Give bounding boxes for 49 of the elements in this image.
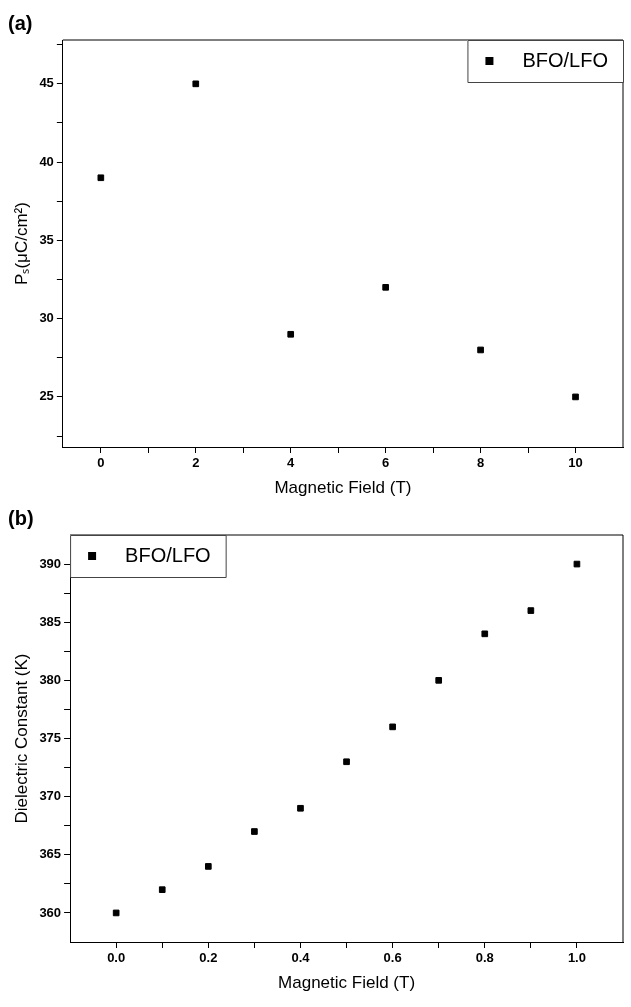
point <box>573 560 581 568</box>
legend-label: BFO/LFO <box>522 48 609 71</box>
x-tick-label: 0.2 <box>199 950 218 966</box>
point <box>343 758 350 766</box>
point <box>297 804 304 812</box>
point <box>435 677 443 684</box>
y-tick-label: 40 <box>39 153 54 169</box>
x-tick-label: 10 <box>568 455 583 471</box>
point <box>112 909 120 917</box>
y-axis-title: Pₛ(μC/cm²) <box>11 202 31 285</box>
y-tick-label: 370 <box>39 788 62 804</box>
point <box>192 80 200 88</box>
y-tick-label: 375 <box>39 730 62 746</box>
y-tick-label: 45 <box>39 75 54 91</box>
x-tick-label: 0 <box>97 455 105 471</box>
point <box>204 863 212 870</box>
x-tick-label: 2 <box>192 455 200 471</box>
point <box>382 284 389 291</box>
point <box>389 723 396 731</box>
x-tick-label: 4 <box>287 455 296 471</box>
y-tick-label: 30 <box>39 310 54 326</box>
y-tick-label: 380 <box>39 671 62 687</box>
x-tick-label: 0.6 <box>383 950 402 966</box>
y-tick-label: 365 <box>39 846 62 862</box>
point <box>477 346 484 354</box>
x-tick-label: 0.0 <box>107 950 126 966</box>
y-tick-label: 35 <box>39 231 54 247</box>
point <box>97 174 105 182</box>
point <box>251 828 258 835</box>
x-tick-label: 1.0 <box>567 950 586 966</box>
point <box>158 886 166 893</box>
chart-title: (b) <box>8 506 34 529</box>
y-tick-label: 385 <box>39 613 62 629</box>
point <box>481 630 489 638</box>
y-tick-label: 360 <box>39 904 62 920</box>
x-tick-label: 0.4 <box>291 950 311 966</box>
y-tick-label: 390 <box>39 555 62 571</box>
x-axis-title: Magnetic Field (T) <box>278 973 416 993</box>
chart-title: (a) <box>8 11 33 34</box>
x-tick-label: 6 <box>382 455 390 471</box>
x-tick-label: 8 <box>476 455 485 471</box>
y-axis-title: Dielectric Constant (K) <box>11 653 31 824</box>
point <box>287 330 295 338</box>
y-tick-label: 25 <box>39 388 54 404</box>
x-axis-title: Magnetic Field (T) <box>274 478 412 498</box>
point <box>527 607 535 614</box>
point <box>572 393 579 401</box>
legend-label: BFO/LFO <box>125 543 211 566</box>
x-tick-label: 0.8 <box>475 950 494 966</box>
